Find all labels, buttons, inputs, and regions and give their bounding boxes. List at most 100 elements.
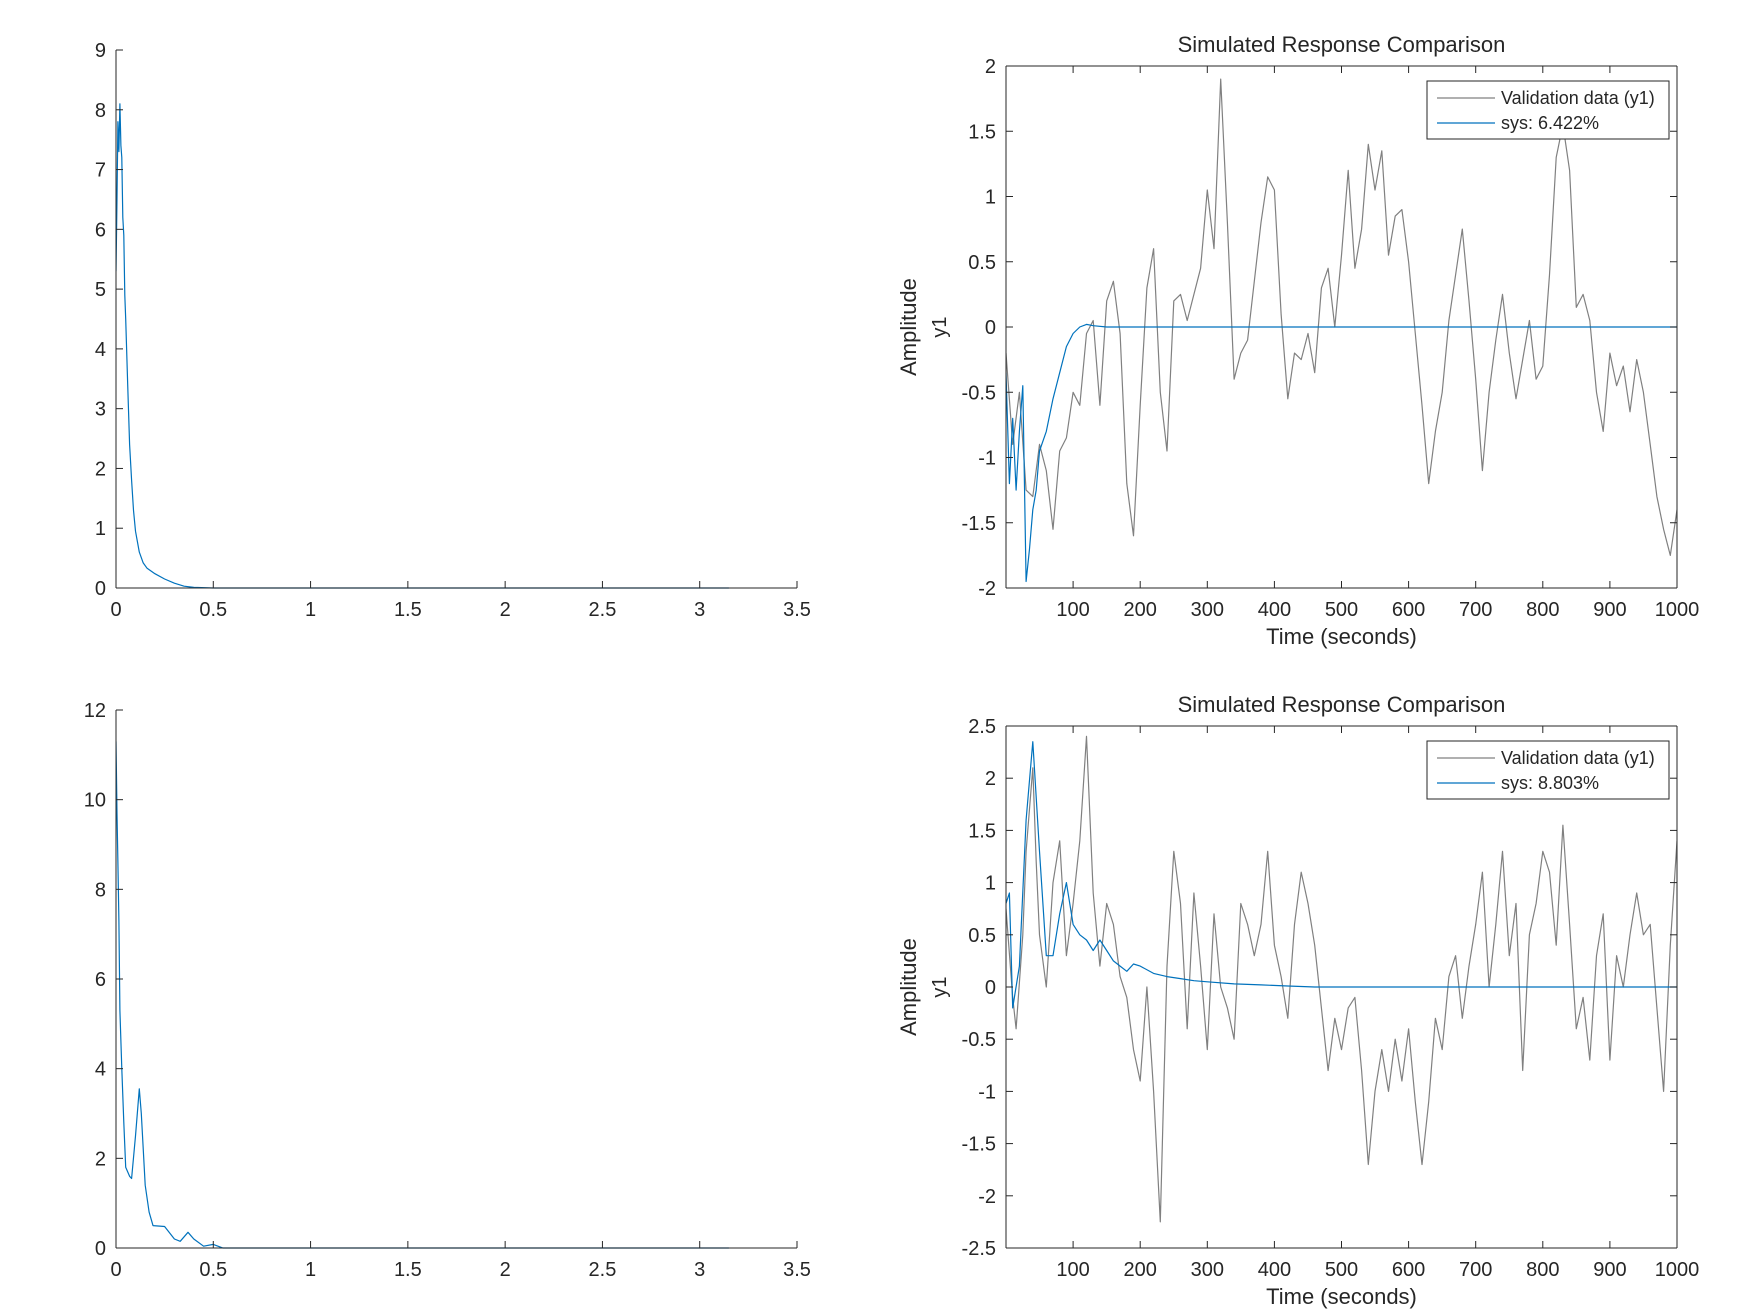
y-tick-label: 9	[95, 40, 106, 62]
legend-box	[1426, 80, 1670, 140]
x-tick-label: 1	[305, 599, 316, 621]
y-tick-label: 8	[95, 100, 106, 122]
series-group	[1006, 735, 1677, 1223]
plot-area	[116, 710, 797, 1248]
x-tick-label: 400	[1258, 1259, 1291, 1281]
series-group	[116, 741, 729, 1249]
y-tick-label: 1	[95, 518, 106, 540]
series-group	[116, 103, 729, 589]
x-tick-label: 200	[1124, 1259, 1157, 1281]
legend: Validation data (y1) sys: 8.803%	[1426, 740, 1670, 800]
x-tick-label: 0	[110, 1259, 121, 1281]
y-tick-label: -2	[978, 1186, 996, 1208]
y-tick-label: 2	[95, 458, 106, 480]
y-tick-label: 5	[95, 279, 106, 301]
series-line-response	[116, 103, 729, 589]
y-tick-label: 2	[985, 768, 996, 790]
y-tick-label: 0.5	[968, 252, 996, 274]
x-tick-label: 900	[1593, 1259, 1626, 1281]
x-tick-label: 400	[1258, 599, 1291, 621]
y-tick-label: -1	[978, 1081, 996, 1103]
x-tick-label: 2.5	[589, 1259, 617, 1281]
series-line-model	[1006, 741, 1677, 1009]
x-tick-label: 600	[1392, 599, 1425, 621]
x-tick-label: 3	[694, 599, 705, 621]
x-tick-label: 2	[500, 1259, 511, 1281]
x-tick-label: 700	[1459, 599, 1492, 621]
y-tick-label: -0.5	[962, 1029, 996, 1051]
legend-entry: sys: 8.803%	[1501, 773, 1599, 793]
y-tick-label: 6	[95, 219, 106, 241]
chart-bottom-left: 0 0.5 1 1.5 2 2.5 3 3.5 0 2 4 6 8 10 12	[84, 700, 811, 1281]
y-tick-label: 3	[95, 399, 106, 421]
x-tick-label: 3.5	[783, 1259, 811, 1281]
y-tick-label: 2	[95, 1148, 106, 1170]
x-tick-label: 600	[1392, 1259, 1425, 1281]
y-axis-sublabel: y1	[929, 316, 951, 337]
x-tick-label: 1.5	[394, 1259, 422, 1281]
y-tick-label: 0	[985, 977, 996, 999]
series-line-response	[116, 741, 729, 1249]
y-tick-label: 12	[84, 700, 106, 722]
y-tick-label: -1.5	[962, 513, 996, 535]
x-tick-label: 3	[694, 1259, 705, 1281]
y-tick-label: 2.5	[968, 716, 996, 738]
series-line-model	[1006, 323, 1677, 583]
y-tick-label: -1.5	[962, 1134, 996, 1156]
x-tick-label: 900	[1593, 599, 1626, 621]
legend-entry: Validation data (y1)	[1501, 748, 1655, 768]
series-line-validation	[1006, 78, 1677, 556]
y-tick-label: 6	[95, 969, 106, 991]
y-tick-label: 2	[985, 56, 996, 78]
x-tick-label: 300	[1191, 599, 1224, 621]
chart-title: Simulated Response Comparison	[1178, 32, 1506, 57]
x-tick-label: 2	[500, 599, 511, 621]
x-tick-label: 3.5	[783, 599, 811, 621]
chart-bottom-right: 100 200 300 400 500 600 700 800 900 1000 -2.5 -2 -1.…	[896, 692, 1699, 1309]
x-tick-label: 700	[1459, 1259, 1492, 1281]
y-axis-label: Amplitude	[896, 278, 921, 376]
legend-entry: sys: 6.422%	[1501, 113, 1599, 133]
x-tick-label: 0.5	[199, 1259, 227, 1281]
x-tick-label: 200	[1124, 599, 1157, 621]
y-axis-sublabel: y1	[929, 976, 951, 997]
x-tick-label: 0.5	[199, 599, 227, 621]
chart-top-right: 100 200 300 400 500 600 700 800 900 1000 -2 -1.5 -1 -…	[896, 32, 1699, 649]
y-tick-label: 0.5	[968, 925, 996, 947]
x-tick-label: 0	[110, 599, 121, 621]
y-tick-label: -0.5	[962, 382, 996, 404]
x-tick-label: 500	[1325, 1259, 1358, 1281]
x-tick-label: 800	[1526, 1259, 1559, 1281]
series-line-validation	[1006, 735, 1677, 1223]
y-tick-label: 0	[95, 1238, 106, 1260]
chart-title: Simulated Response Comparison	[1178, 692, 1506, 717]
y-tick-label: -2	[978, 578, 996, 600]
x-tick-label: 2.5	[589, 599, 617, 621]
chart-top-left: 0 0.5 1 1.5 2 2.5 3 3.5 0 1 2 3 4 5 6 7 8 9	[95, 40, 811, 621]
x-tick-label: 300	[1191, 1259, 1224, 1281]
y-tick-label: 4	[95, 1059, 106, 1081]
y-axis-label: Amplitude	[896, 938, 921, 1036]
x-tick-label: 100	[1056, 599, 1089, 621]
x-tick-label: 800	[1526, 599, 1559, 621]
y-tick-label: 0	[985, 317, 996, 339]
series-group	[1006, 78, 1677, 583]
plot-area	[116, 50, 797, 588]
legend-entry: Validation data (y1)	[1501, 88, 1655, 108]
y-tick-label: 10	[84, 790, 106, 812]
legend: Validation data (y1) sys: 6.422%	[1426, 80, 1670, 140]
y-tick-label: 8	[95, 879, 106, 901]
x-tick-label: 500	[1325, 599, 1358, 621]
x-tick-label: 1000	[1655, 599, 1700, 621]
y-tick-label: 4	[95, 339, 106, 361]
x-axis-label: Time (seconds)	[1266, 624, 1417, 649]
y-tick-label: 7	[95, 160, 106, 182]
y-tick-label: 1	[985, 873, 996, 895]
x-tick-label: 100	[1056, 1259, 1089, 1281]
y-tick-label: 0	[95, 578, 106, 600]
x-axis-label: Time (seconds)	[1266, 1284, 1417, 1309]
x-tick-label: 1.5	[394, 599, 422, 621]
y-tick-label: 1.5	[968, 820, 996, 842]
x-tick-label: 1000	[1655, 1259, 1700, 1281]
